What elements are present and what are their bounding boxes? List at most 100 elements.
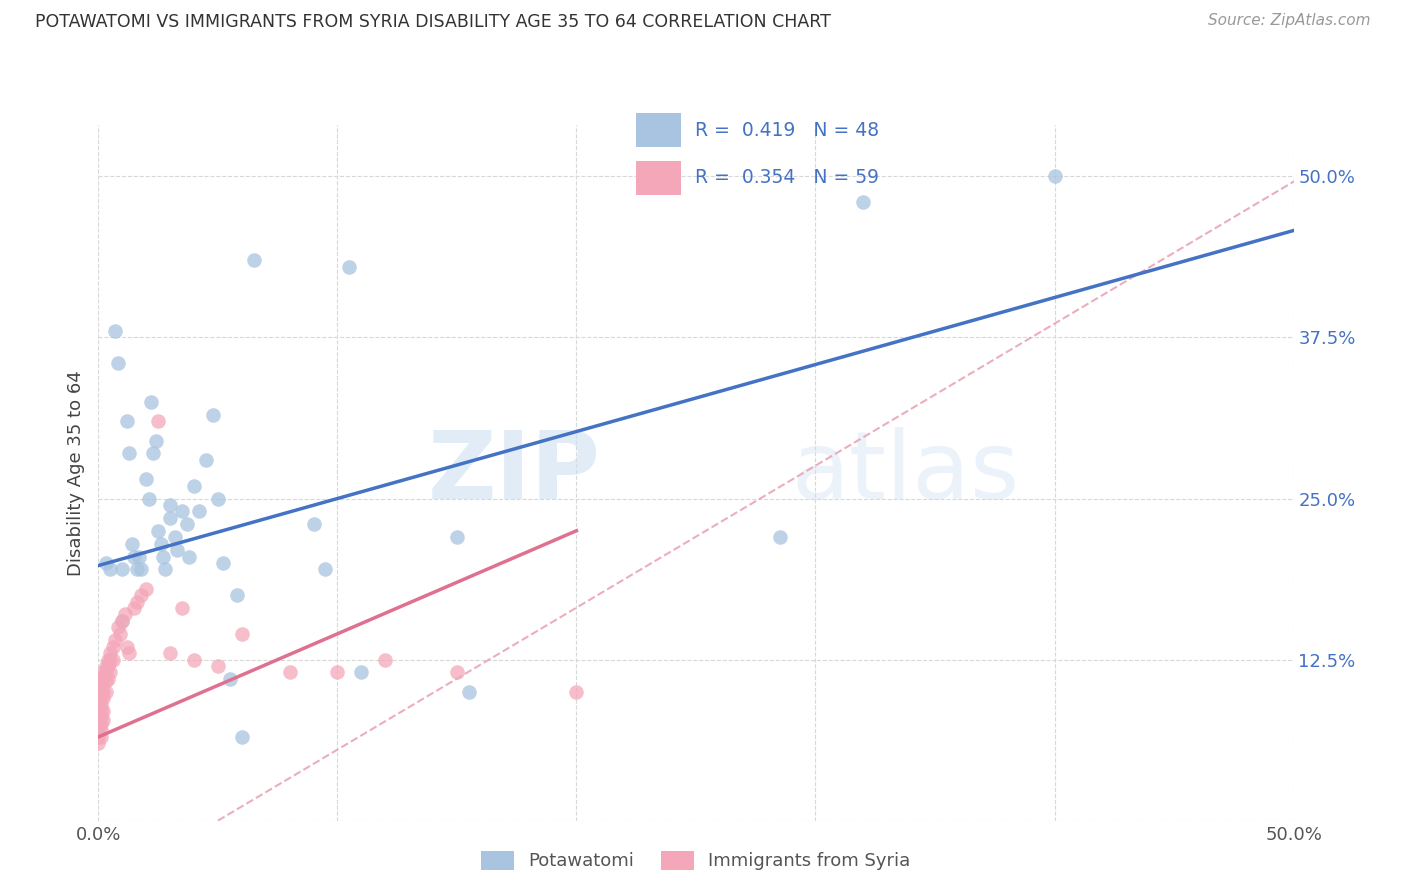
Point <box>101 652 124 666</box>
Point <box>315 562 337 576</box>
Point <box>87 685 110 699</box>
Point <box>852 195 875 210</box>
Point <box>446 665 468 680</box>
Point <box>194 453 218 467</box>
Point <box>187 504 209 518</box>
Point <box>98 652 122 666</box>
Point <box>219 672 242 686</box>
Text: POTAWATOMI VS IMMIGRANTS FROM SYRIA DISABILITY AGE 35 TO 64 CORRELATION CHART: POTAWATOMI VS IMMIGRANTS FROM SYRIA DISA… <box>35 13 831 31</box>
Point <box>207 659 229 673</box>
Point <box>135 582 157 596</box>
Point <box>118 646 141 660</box>
Point <box>90 710 112 724</box>
Point <box>90 717 112 731</box>
Point <box>142 446 165 460</box>
Point <box>91 672 114 686</box>
Point <box>565 685 588 699</box>
Point <box>128 549 150 564</box>
Point <box>302 517 325 532</box>
Point <box>87 704 110 718</box>
Point <box>111 562 134 576</box>
Point <box>97 659 120 673</box>
Point <box>87 736 110 750</box>
Point <box>243 253 266 268</box>
Point <box>231 627 253 641</box>
Point <box>125 594 148 608</box>
FancyBboxPatch shape <box>636 113 681 146</box>
Point <box>111 614 134 628</box>
FancyBboxPatch shape <box>636 161 681 194</box>
Text: R =  0.419   N = 48: R = 0.419 N = 48 <box>695 120 879 140</box>
Point <box>87 730 110 744</box>
Point <box>104 633 127 648</box>
Text: atlas: atlas <box>792 426 1019 519</box>
Y-axis label: Disability Age 35 to 64: Disability Age 35 to 64 <box>67 370 86 575</box>
Point <box>159 498 181 512</box>
Point <box>115 640 138 654</box>
Point <box>98 665 122 680</box>
Point <box>97 672 120 686</box>
Point <box>138 491 160 506</box>
Point <box>446 530 468 544</box>
Point <box>94 685 117 699</box>
Point <box>91 665 114 680</box>
Point <box>211 556 233 570</box>
Point <box>91 704 114 718</box>
Point <box>90 672 112 686</box>
Point <box>207 491 229 506</box>
Point <box>90 685 112 699</box>
Point <box>135 472 157 486</box>
Point <box>104 324 127 338</box>
Point <box>101 640 124 654</box>
Point <box>94 674 117 689</box>
Point <box>152 549 174 564</box>
Point <box>91 713 114 727</box>
Point <box>145 434 167 448</box>
Point <box>90 730 112 744</box>
Point <box>148 414 170 428</box>
Point <box>87 710 110 724</box>
Point <box>125 562 148 576</box>
Point <box>179 549 201 564</box>
Point <box>155 562 177 576</box>
Point <box>176 517 198 532</box>
Point <box>374 652 396 666</box>
Point <box>148 524 170 538</box>
Point <box>166 543 188 558</box>
Legend: Potawatomi, Immigrants from Syria: Potawatomi, Immigrants from Syria <box>474 844 918 878</box>
Point <box>107 620 129 634</box>
Point <box>124 549 146 564</box>
Point <box>163 530 186 544</box>
Point <box>91 691 114 706</box>
Point <box>87 723 110 738</box>
Point <box>121 536 143 550</box>
Point <box>91 685 114 699</box>
Point <box>131 562 153 576</box>
Point <box>172 504 194 518</box>
Point <box>90 723 112 738</box>
Point <box>94 665 117 680</box>
Point <box>90 678 112 692</box>
Point <box>87 691 110 706</box>
Point <box>94 556 117 570</box>
Point <box>159 646 181 660</box>
Point <box>231 730 253 744</box>
Point <box>108 627 131 641</box>
Point <box>183 478 205 492</box>
Point <box>226 588 249 602</box>
Point <box>97 652 120 666</box>
Point <box>111 614 134 628</box>
Point <box>114 607 136 622</box>
Text: Source: ZipAtlas.com: Source: ZipAtlas.com <box>1208 13 1371 29</box>
Point <box>183 652 205 666</box>
Point <box>98 646 122 660</box>
Point <box>350 665 373 680</box>
Point <box>172 601 194 615</box>
Point <box>326 665 349 680</box>
Point <box>202 408 225 422</box>
Point <box>87 717 110 731</box>
Point <box>124 601 146 615</box>
Text: R =  0.354   N = 59: R = 0.354 N = 59 <box>695 168 879 187</box>
Point <box>768 530 790 544</box>
Point <box>94 659 117 673</box>
